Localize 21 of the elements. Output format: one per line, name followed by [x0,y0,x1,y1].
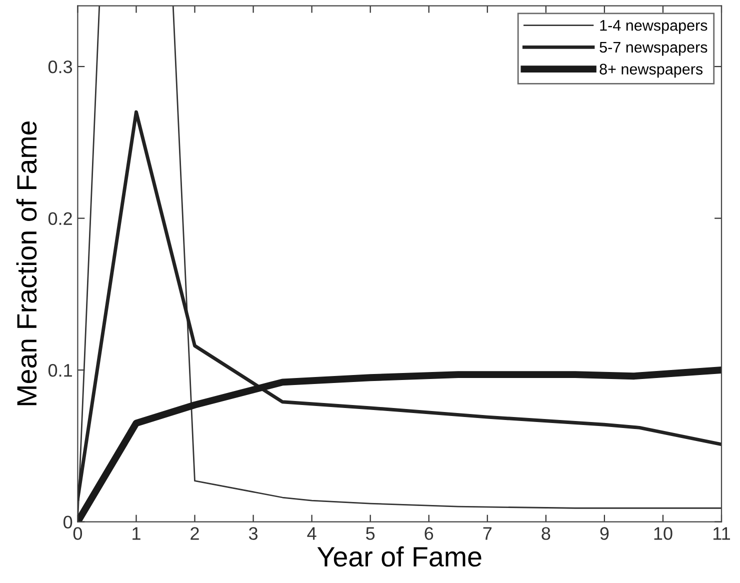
x-tick-label: 8 [542,527,550,540]
y-axis-title: Mean Fraction of Fame [16,121,37,406]
x-tick-label: 4 [307,527,316,540]
x-tick-label: 3 [248,527,258,540]
y-tick-label: 0.1 [48,364,72,377]
x-axis-title: Year of Fame [317,546,482,567]
y-tick-label: 0.2 [48,212,72,225]
x-tick-label: 0 [73,527,82,540]
x-tick-label: 7 [483,527,492,540]
legend-label: 8+ newspapers [600,64,703,78]
x-tick-label: 11 [714,527,730,540]
x-tick-label: 6 [424,527,434,540]
legend-label: 1-4 newspapers [600,20,708,34]
x-tick-label: 10 [654,527,672,540]
x-tick-label: 5 [366,527,375,540]
y-tick-label: 0 [64,516,72,529]
x-tick-label: 1 [132,527,140,540]
y-tick-label: 0.3 [48,60,72,74]
legend-label: 5-7 newspapers [600,42,708,56]
x-tick-label: 2 [190,527,199,540]
x-tick-label: 9 [600,527,609,540]
